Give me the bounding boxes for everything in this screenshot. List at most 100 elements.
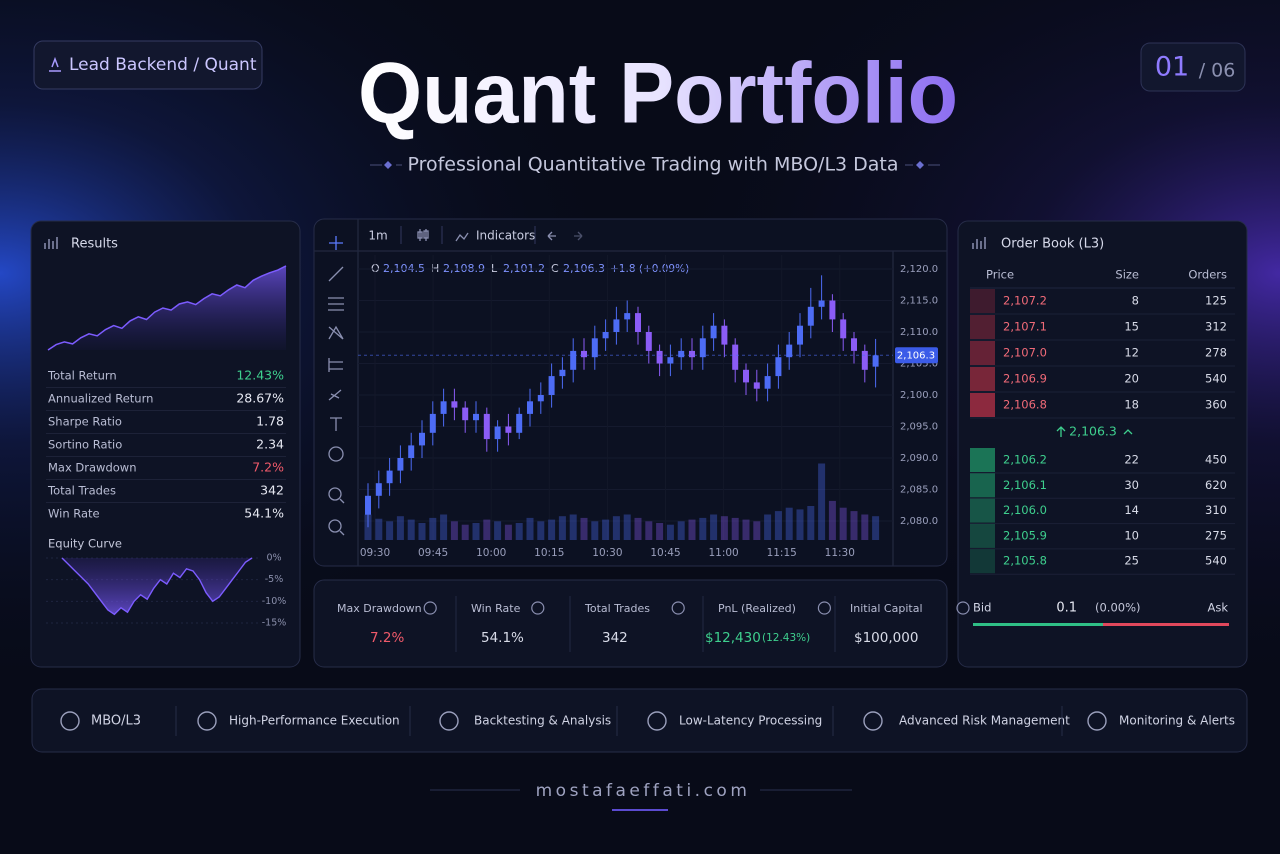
- stat-sub: (12.43%): [762, 632, 810, 644]
- candle-body: [570, 350, 577, 370]
- volume-bar: [612, 516, 620, 540]
- volume-bar: [645, 521, 653, 540]
- candle-body: [807, 306, 814, 326]
- orderbook-icon: [972, 237, 986, 249]
- stat-label: Max Drawdown: [337, 602, 422, 615]
- feature-icon: [647, 711, 667, 731]
- candle-body: [624, 313, 631, 320]
- candle-body: [602, 332, 609, 339]
- candle-body: [667, 357, 674, 364]
- results-title: Results: [71, 237, 118, 252]
- y-tick-label: 2,120.0: [900, 264, 938, 275]
- volume-bar: [688, 519, 696, 540]
- depth-bar: [970, 523, 995, 548]
- volume-bar: [407, 519, 415, 540]
- stat-icon: [671, 601, 685, 615]
- volume-bar: [504, 524, 512, 540]
- ob-price: 2,106.0: [1003, 503, 1047, 517]
- depth-bar: [970, 315, 995, 339]
- candle-body: [689, 350, 695, 358]
- feature-label: High-Performance Execution: [229, 714, 400, 728]
- candle-body: [743, 369, 749, 383]
- volume-bar: [472, 523, 480, 540]
- volume-bar: [850, 511, 858, 540]
- stat-value: $12,430: [705, 630, 761, 646]
- metric-value: 54.1%: [244, 506, 284, 521]
- orderbook-title: Order Book (L3): [1001, 237, 1104, 252]
- x-tick-label: 09:30: [360, 547, 390, 559]
- x-tick-label: 10:15: [534, 547, 564, 559]
- badge: [33, 40, 263, 90]
- candle-body: [548, 376, 555, 395]
- x-tick-label: 09:45: [418, 547, 448, 559]
- volume-bar: [440, 514, 448, 540]
- y-tick-label: 2,100.0: [900, 390, 938, 401]
- candle-body: [645, 332, 652, 351]
- volume-bar: [666, 524, 674, 540]
- results-icon: [44, 237, 58, 249]
- chart-panel: [313, 218, 948, 567]
- volume-bar: [537, 521, 545, 540]
- volume-bar: [580, 517, 588, 540]
- volume-bar: [450, 521, 458, 540]
- volume-bar: [742, 519, 750, 540]
- volume-bar: [429, 517, 437, 540]
- subtitle: Professional Quantitative Trading with M…: [407, 154, 898, 176]
- depth-bar: [970, 367, 995, 391]
- metric-label: Annualized Return: [48, 392, 153, 406]
- ob-size: 12: [1124, 346, 1139, 360]
- depth-bar: [970, 549, 995, 574]
- volume-bar: [591, 521, 599, 540]
- feature-label: MBO/L3: [91, 714, 141, 729]
- candle-body: [429, 413, 436, 433]
- feature-label: Backtesting & Analysis: [474, 714, 611, 728]
- ob-price: 2,105.9: [1003, 528, 1047, 542]
- ob-orders: 275: [1205, 528, 1227, 542]
- interval[interactable]: 1m: [368, 229, 387, 243]
- ob-price: 2,107.2: [1003, 294, 1047, 308]
- volume-bar: [461, 524, 469, 540]
- volume-bar: [526, 517, 534, 540]
- candle-body: [505, 426, 512, 433]
- stat-icon: [423, 601, 437, 615]
- volume-bar: [677, 521, 685, 540]
- ask-label: Ask: [1207, 601, 1228, 615]
- stat-icon: [956, 601, 970, 615]
- candle-body: [775, 357, 782, 377]
- ob-price: 2,106.8: [1003, 398, 1047, 412]
- ob-orders: 540: [1205, 372, 1227, 386]
- ob-orders: 620: [1205, 478, 1227, 492]
- candle-body: [786, 344, 793, 358]
- stat-value: 342: [602, 630, 628, 646]
- y-tick-label: 0%: [266, 553, 281, 564]
- ob-size: 14: [1124, 503, 1139, 517]
- candle-body: [483, 413, 490, 440]
- volume-bar: [720, 516, 728, 540]
- indicators-button[interactable]: Indicators: [476, 229, 535, 243]
- volume-bar: [731, 517, 739, 540]
- volume-bar: [774, 511, 782, 540]
- candle-body: [732, 344, 739, 370]
- stat-value: $100,000: [854, 630, 918, 646]
- feature-label: Advanced Risk Management: [899, 714, 1070, 728]
- metric-label: Sharpe Ratio: [48, 415, 122, 429]
- stat-label: Initial Capital: [850, 602, 923, 615]
- candle-body: [840, 319, 847, 339]
- volume-bar: [753, 521, 761, 540]
- candle-body: [397, 458, 404, 471]
- equity-line: [47, 265, 287, 351]
- candle-body: [678, 350, 685, 358]
- footer-url[interactable]: mostafaeffati.com: [536, 781, 751, 801]
- candle-body: [462, 407, 469, 421]
- candle-body: [451, 401, 458, 408]
- candle-body: [861, 350, 868, 370]
- feature-icon: [863, 711, 883, 731]
- volume-bar: [602, 519, 610, 540]
- page-number: 01: [1155, 52, 1189, 83]
- candle-body: [613, 319, 620, 332]
- y-tick-label: 2,095.0: [900, 422, 938, 433]
- candle-body: [516, 413, 523, 433]
- ob-size: 20: [1124, 372, 1139, 386]
- badge-icon: [49, 56, 61, 72]
- page-total: / 06: [1199, 60, 1236, 82]
